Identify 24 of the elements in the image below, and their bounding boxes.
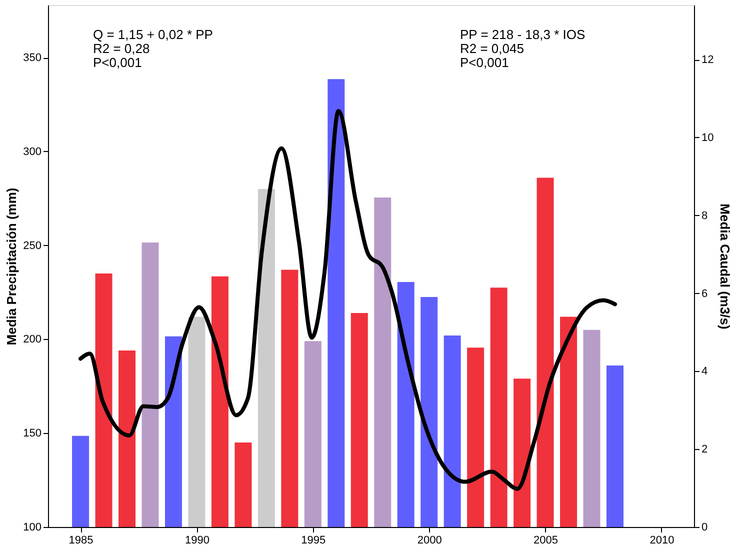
line-series — [78, 108, 617, 491]
y2-axis-title: Media Caudal (m3/s) — [718, 204, 733, 330]
y-tick-label: 100 — [23, 522, 42, 534]
y2-tick-label: 0 — [702, 522, 708, 534]
x-tick-label: 2000 — [417, 534, 442, 546]
y2-tick-label: 8 — [702, 210, 708, 222]
y2-tick-label: 6 — [702, 288, 708, 300]
y-axis-title: Media Precipitación (mm) — [4, 188, 20, 346]
y2-tick-label: 4 — [702, 366, 708, 378]
y-tick-label: 300 — [23, 146, 42, 158]
x-tick-label: 1985 — [68, 534, 94, 546]
annotation: PP = 218 - 18,3 * IOS R2 = 0,045 P<0,001 — [460, 27, 586, 70]
y2-tick-label: 12 — [702, 54, 714, 66]
x-tick-label: 2005 — [534, 534, 558, 546]
y-tick-label: 150 — [23, 428, 42, 440]
y2-tick-label: 2 — [702, 444, 708, 456]
x-tick-label: 1990 — [184, 534, 210, 546]
x-tick-label: 2010 — [650, 534, 674, 546]
x-tick-label: 1995 — [301, 534, 326, 546]
y2-tick-label: 10 — [702, 132, 714, 144]
y-tick-label: 200 — [23, 334, 42, 346]
annotation: Q = 1,15 + 0,02 * PP R2 = 0,28 P<0,001 — [93, 27, 213, 70]
y-tick-label: 350 — [23, 52, 42, 64]
y-tick-label: 250 — [23, 240, 42, 252]
